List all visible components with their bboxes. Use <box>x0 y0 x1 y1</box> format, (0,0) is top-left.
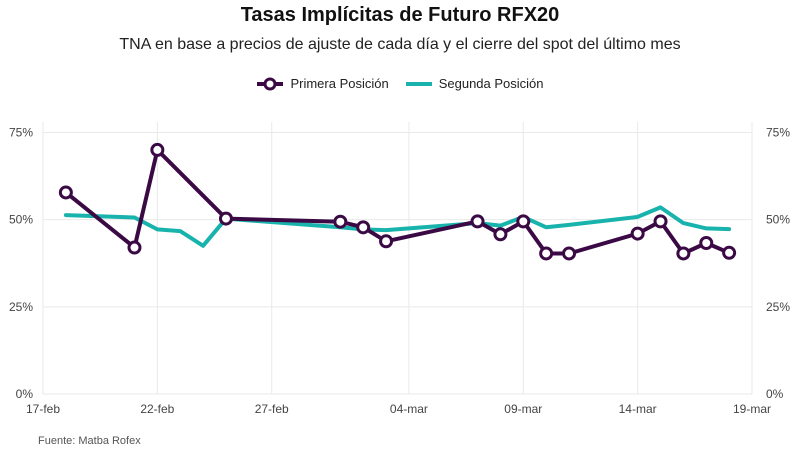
y-tick-label-left: 0% <box>16 387 34 401</box>
chart-subtitle: TNA en base a precios de ajuste de cada … <box>119 36 681 53</box>
data-point-primera <box>470 214 485 229</box>
legend-label-primera: Primera Posición <box>290 76 389 91</box>
source-note: Fuente: Matba Rofex <box>38 435 141 447</box>
data-point-primera <box>516 214 531 229</box>
data-point-primera <box>676 246 691 261</box>
legend-marker-segunda <box>405 81 432 86</box>
y-tick-label-right: 25% <box>766 300 790 314</box>
chart-title: Tasas Implícitas de Futuro RFX20 <box>240 4 560 26</box>
legend-label-segunda: Segunda Posición <box>438 76 544 91</box>
data-point-primera <box>653 214 668 229</box>
legend-item-segunda: Segunda Posición <box>405 76 544 91</box>
x-tick-label: 22-feb <box>140 402 174 416</box>
y-tick-label-left: 25% <box>9 300 33 314</box>
y-tick-label-right: 0% <box>766 387 784 401</box>
x-tick-label: 14-mar <box>619 402 657 416</box>
data-point-primera <box>539 246 554 261</box>
legend: Primera Posición Segunda Posición <box>0 76 800 91</box>
data-point-primera <box>379 234 394 249</box>
data-point-primera <box>562 246 577 261</box>
x-tick-label: 19-mar <box>733 402 771 416</box>
x-tick-label: 04-mar <box>390 402 428 416</box>
y-tick-label-right: 75% <box>766 125 790 139</box>
legend-marker-primera <box>257 77 284 90</box>
y-tick-label-left: 50% <box>9 213 33 227</box>
y-tick-label-right: 50% <box>766 213 790 227</box>
x-tick-label: 09-mar <box>504 402 542 416</box>
x-tick-label: 17-feb <box>26 402 60 416</box>
data-point-primera <box>218 211 233 226</box>
data-point-primera <box>493 227 508 242</box>
series-line-primera <box>63 147 732 256</box>
data-point-primera <box>333 214 348 229</box>
data-point-primera <box>630 226 645 241</box>
data-point-primera <box>722 245 737 260</box>
y-tick-label-left: 75% <box>9 125 33 139</box>
legend-item-primera: Primera Posición <box>256 76 389 91</box>
data-point-primera <box>356 220 371 235</box>
data-point-primera <box>150 142 165 157</box>
data-point-primera <box>127 240 142 255</box>
x-tick-label: 27-feb <box>255 402 289 416</box>
data-point-primera <box>699 236 714 251</box>
data-point-primera <box>58 185 73 200</box>
